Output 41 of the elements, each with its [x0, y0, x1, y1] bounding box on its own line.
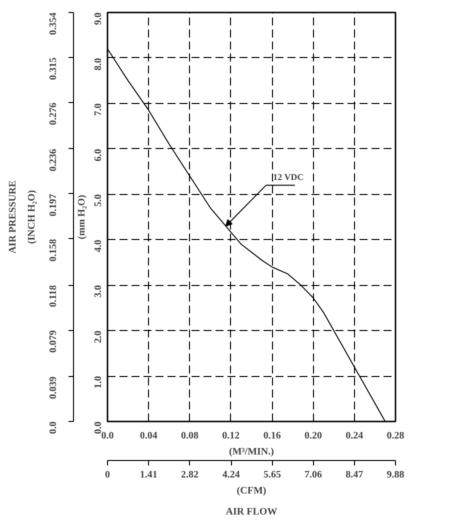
x2-tick-label: 4.24 — [222, 470, 240, 480]
y2-tick-label: 0.315 — [48, 58, 59, 80]
x-tick-label: 0.16 — [263, 430, 281, 442]
y2-tick-label: 0.354 — [48, 12, 59, 35]
x2-axis-title: (CFM) — [236, 486, 266, 496]
y-tick-label: 6.0 — [93, 148, 104, 162]
x2-tick-label: 8.47 — [346, 470, 364, 480]
y-tick-label: 5.0 — [93, 194, 104, 207]
y2-tick-label: 0.039 — [48, 376, 59, 399]
y2-axis-title: (INCH H₂O) — [26, 190, 38, 244]
y2-tick-label: 0.118 — [48, 285, 59, 308]
y2-tick-label: 0.079 — [48, 330, 59, 353]
x2-tick-label: 5.65 — [263, 470, 281, 480]
annotation: 12 VDC — [273, 172, 304, 182]
text: AIR FLOW — [226, 506, 278, 518]
y2-tick-label: 0.236 — [48, 148, 59, 172]
x2-tick-label: 1.41 — [140, 470, 158, 480]
y-tick-label: 7.0 — [93, 103, 104, 116]
y2-tick-label: 0.276 — [48, 102, 59, 126]
x2-tick-label: 7.06 — [304, 470, 322, 480]
y2-tick-label: 0.158 — [48, 238, 59, 262]
y-tick-label: 8.0 — [93, 58, 104, 70]
text: AIR PRESSURE — [8, 180, 18, 254]
y-axis-title: (mm H₂O) — [76, 194, 88, 240]
x2-tick-label: 9.88 — [386, 470, 404, 480]
x-tick-label: 0.28 — [386, 430, 404, 442]
x-tick-label: 0.20 — [304, 430, 322, 442]
x-tick-label: 0.0 — [101, 430, 114, 442]
y-tick-label: 1.0 — [93, 376, 104, 389]
x-axis-title: (M³/MIN.) — [229, 446, 274, 458]
y-tick-label: 2.0 — [93, 330, 104, 344]
y-tick-label: 9.0 — [93, 12, 104, 25]
x-tick-label: 0.12 — [222, 430, 240, 442]
y-tick-label: 3.0 — [93, 285, 104, 298]
x-tick-label: 0.04 — [140, 430, 158, 442]
x-tick-label: 0.24 — [346, 430, 364, 442]
y-tick-label: 4.0 — [93, 240, 104, 252]
x2-tick-label: 0 — [105, 470, 110, 480]
y2-tick-label: 0.197 — [48, 194, 59, 216]
x2-tick-label: 2.82 — [180, 470, 198, 480]
x-tick-label: 0.08 — [181, 430, 199, 442]
